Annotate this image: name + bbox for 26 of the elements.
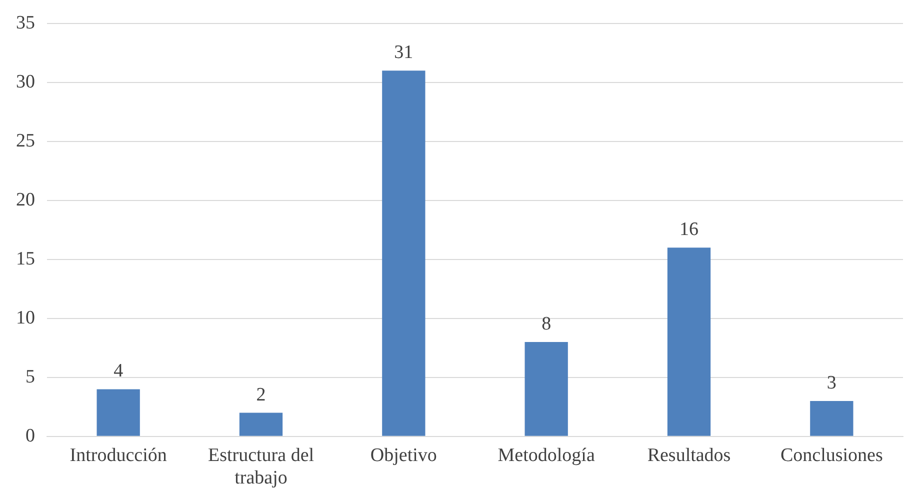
- x-tick-label: Estructura del trabajo: [208, 444, 314, 489]
- x-tick-label: Introducción: [70, 444, 168, 466]
- data-label: 16: [680, 219, 698, 240]
- y-tick-label: 0: [26, 425, 35, 446]
- data-label: 8: [542, 313, 552, 334]
- bar: [667, 248, 711, 436]
- y-tick-label: 25: [16, 130, 35, 152]
- bar: [382, 70, 426, 436]
- bar: [96, 389, 140, 436]
- bar: [239, 412, 283, 436]
- bar: [810, 401, 854, 436]
- x-tick-label: Objetivo: [370, 444, 437, 466]
- y-tick-label: 5: [26, 366, 35, 388]
- y-tick-label: 30: [16, 71, 35, 92]
- data-label: 2: [256, 384, 266, 406]
- x-tick-label: Metodología: [498, 444, 596, 466]
- y-tick-label: 35: [16, 12, 35, 34]
- y-tick-label: 20: [16, 189, 35, 210]
- data-label: 3: [826, 372, 836, 394]
- x-tick-label: Conclusiones: [780, 444, 883, 466]
- data-label: 31: [394, 42, 414, 64]
- data-label: 4: [114, 360, 124, 382]
- y-tick-label: 15: [16, 248, 35, 270]
- bar: [524, 342, 568, 436]
- y-tick-label: 10: [16, 307, 35, 328]
- x-tick-label: Resultados: [647, 444, 731, 466]
